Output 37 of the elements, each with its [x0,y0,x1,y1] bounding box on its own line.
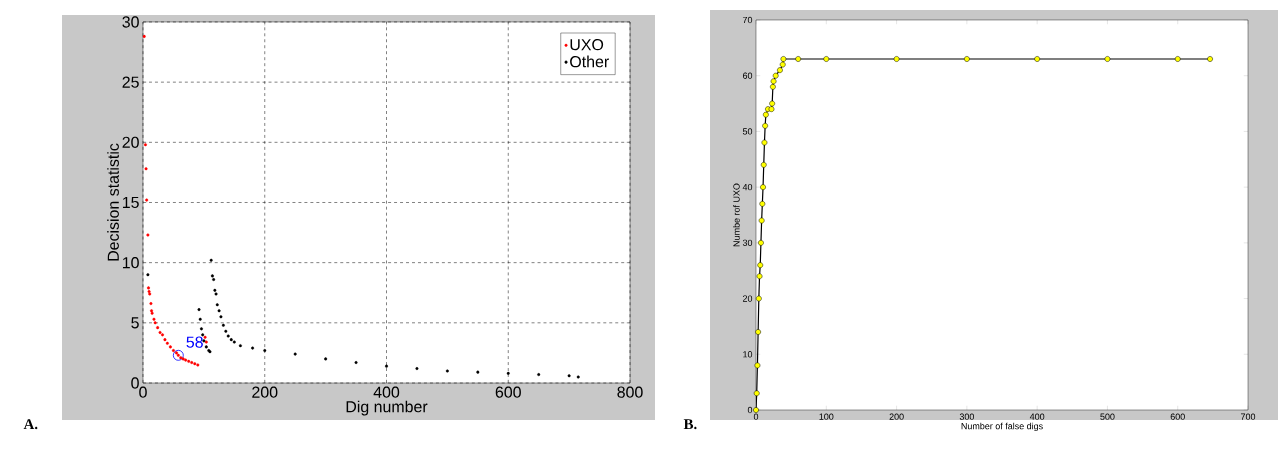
y-axis-title: Numbe rof UXO [733,183,740,247]
x-tick-label: 600 [1170,413,1185,420]
x-tick-label: 400 [1029,413,1045,420]
text: A. [23,419,38,430]
x-tick-label: 300 [959,413,974,420]
x-axis-title: Number of false digs [961,422,1043,432]
y-tick-label: 10 [743,351,753,358]
y-tick-label: 50 [742,128,753,135]
annotation: 58 [186,336,203,348]
x-tick-label: 200 [889,413,904,420]
x-axis-title: Dig number [346,400,428,416]
legend-label: Other [570,55,609,68]
x-tick-label: 100 [819,413,834,420]
x-tick-label: 600 [495,386,521,398]
y-tick-label: 30 [122,16,139,28]
x-tick-label: 500 [1100,413,1115,420]
y-tick-label: 40 [742,183,753,191]
x-tick-label: 800 [617,386,643,398]
y-tick-label: 25 [122,76,139,88]
y-tick-label: 15 [122,196,139,209]
y-tick-label: 0 [747,406,753,414]
x-tick-label: 0 [753,413,759,420]
text: B. [683,419,697,430]
y-tick-label: 5 [131,317,139,329]
x-tick-label: 400 [373,386,400,398]
y-tick-label: 70 [742,16,753,24]
y-tick-label: 20 [122,136,139,148]
y-tick-label: 10 [122,257,139,269]
y-tick-label: 60 [742,72,753,79]
y-tick-label: 30 [742,239,753,247]
x-tick-label: 700 [1240,413,1256,420]
y-tick-label: 20 [742,295,753,302]
y-axis-title: Decision statistic [107,143,119,261]
x-tick-label: 0 [139,386,147,398]
legend-label: UXO [570,39,604,51]
x-tick-label: 200 [252,386,278,398]
y-tick-label: 0 [131,377,139,389]
